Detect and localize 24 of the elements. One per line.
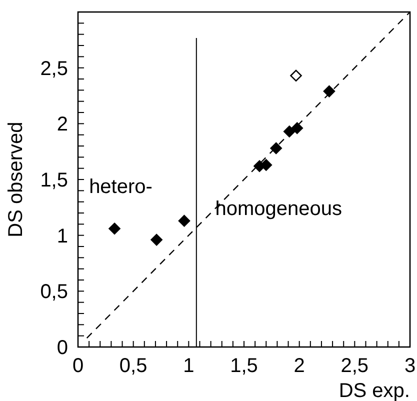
x-axis-title: DS exp. bbox=[338, 380, 410, 401]
point bbox=[150, 234, 162, 246]
point bbox=[270, 142, 282, 154]
y-axis-title: DS observed bbox=[5, 122, 27, 238]
point bbox=[291, 122, 304, 134]
point bbox=[108, 222, 120, 235]
y-tick-label: 2 bbox=[56, 114, 68, 136]
x-tick-label: 1 bbox=[183, 355, 194, 377]
point bbox=[323, 85, 336, 98]
annotation: homogeneous bbox=[215, 198, 342, 220]
annotation: hetero- bbox=[89, 176, 152, 198]
y-tick-label: 2,5 bbox=[40, 58, 68, 80]
x-tick-label: 0,5 bbox=[119, 355, 148, 377]
point bbox=[290, 70, 302, 82]
x-tick-label: 0 bbox=[72, 355, 84, 377]
x-tick-label: 2,5 bbox=[340, 355, 369, 377]
point bbox=[178, 214, 190, 227]
y-tick-label: 0 bbox=[56, 337, 68, 359]
x-tick-label: 3 bbox=[404, 355, 416, 377]
y-tick-label: 1,5 bbox=[40, 170, 68, 192]
x-tick-label: 2 bbox=[294, 355, 305, 377]
x-tick-label: 1,5 bbox=[230, 355, 258, 377]
y-tick-label: 0,5 bbox=[40, 281, 68, 304]
y-tick-label: 1 bbox=[56, 225, 68, 248]
